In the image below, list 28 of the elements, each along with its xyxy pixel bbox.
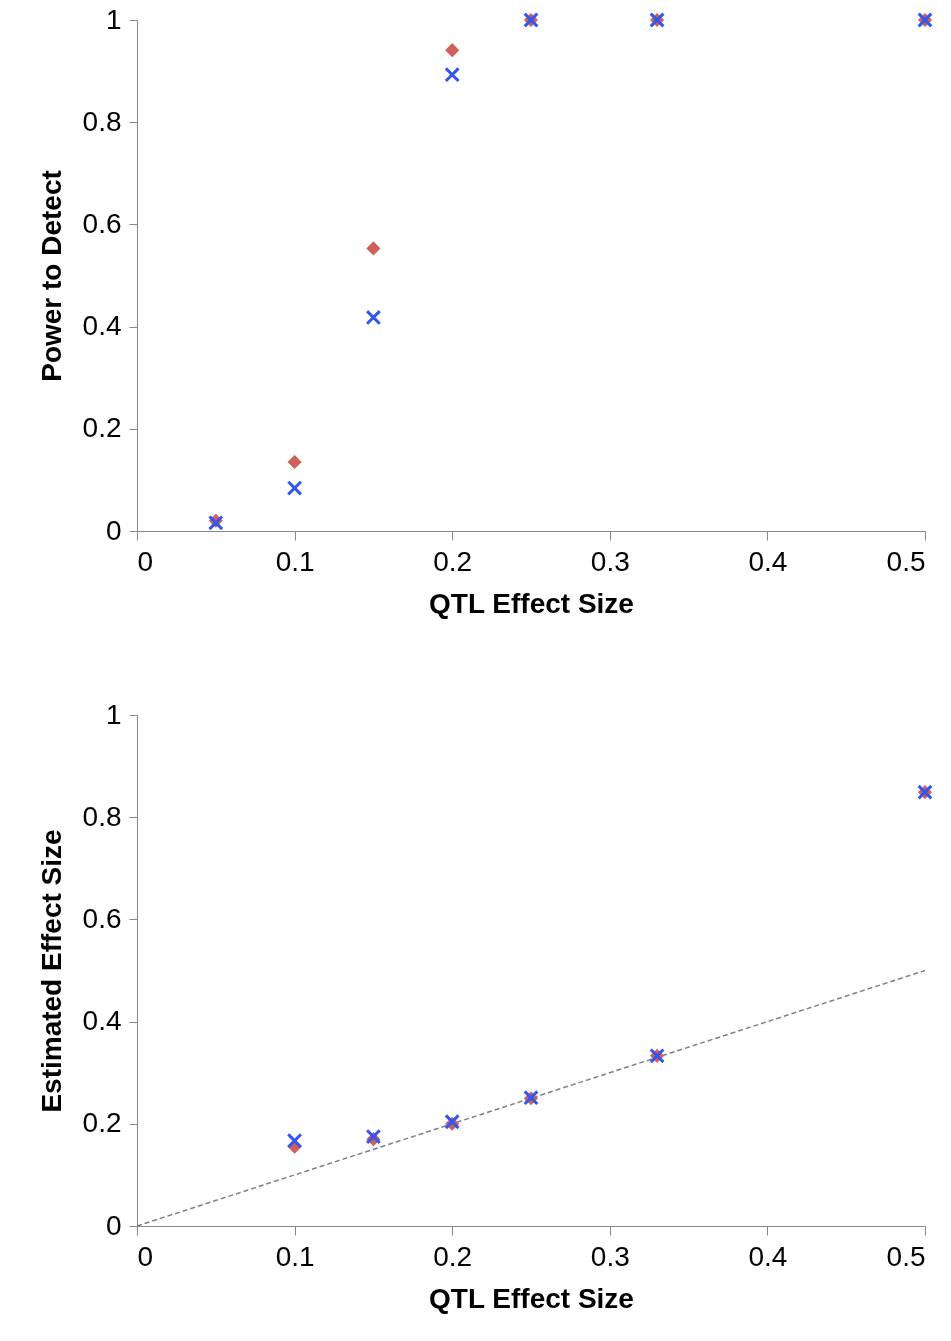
y-tick-label: 0.2 — [82, 412, 122, 444]
y-axis-title: Estimated Effect Size — [35, 829, 67, 1113]
y-tick-label: 0.8 — [82, 800, 122, 832]
x-tick-label: 0.1 — [275, 1240, 315, 1272]
x-tick-label: 0.2 — [433, 1240, 473, 1272]
x-tick-label: 0.5 — [886, 1240, 926, 1272]
y-tick-label: 0.6 — [82, 902, 122, 934]
x-tick-label: 0.4 — [748, 1240, 788, 1272]
y-tick-label: 0.6 — [82, 207, 122, 239]
y-tick-label: 0.2 — [82, 1107, 122, 1139]
y-tick-label: 0.4 — [82, 1005, 122, 1037]
y-tick-label: 1 — [105, 3, 122, 35]
y-tick-label: 0 — [105, 1209, 122, 1241]
x-tick-label: 0.2 — [433, 545, 473, 577]
x-tick-label: 0.1 — [275, 545, 315, 577]
y-axis-title: Power to Detect — [35, 170, 67, 382]
x-tick-label: 0 — [137, 545, 154, 577]
y-tick-label: 0.4 — [82, 310, 122, 342]
x-axis-title: QTL Effect Size — [429, 1282, 634, 1314]
y-tick-label: 0.8 — [82, 105, 122, 137]
y-tick-label: 0 — [105, 514, 122, 546]
x-tick-label: 0 — [137, 1240, 154, 1272]
x-tick-label: 0.5 — [886, 545, 926, 577]
y-tick-label: 1 — [105, 698, 122, 730]
x-axis-title: QTL Effect Size — [429, 587, 634, 619]
x-tick-label: 0.3 — [590, 1240, 630, 1272]
x-tick-label: 0.4 — [748, 545, 788, 577]
x-tick-label: 0.3 — [590, 545, 630, 577]
